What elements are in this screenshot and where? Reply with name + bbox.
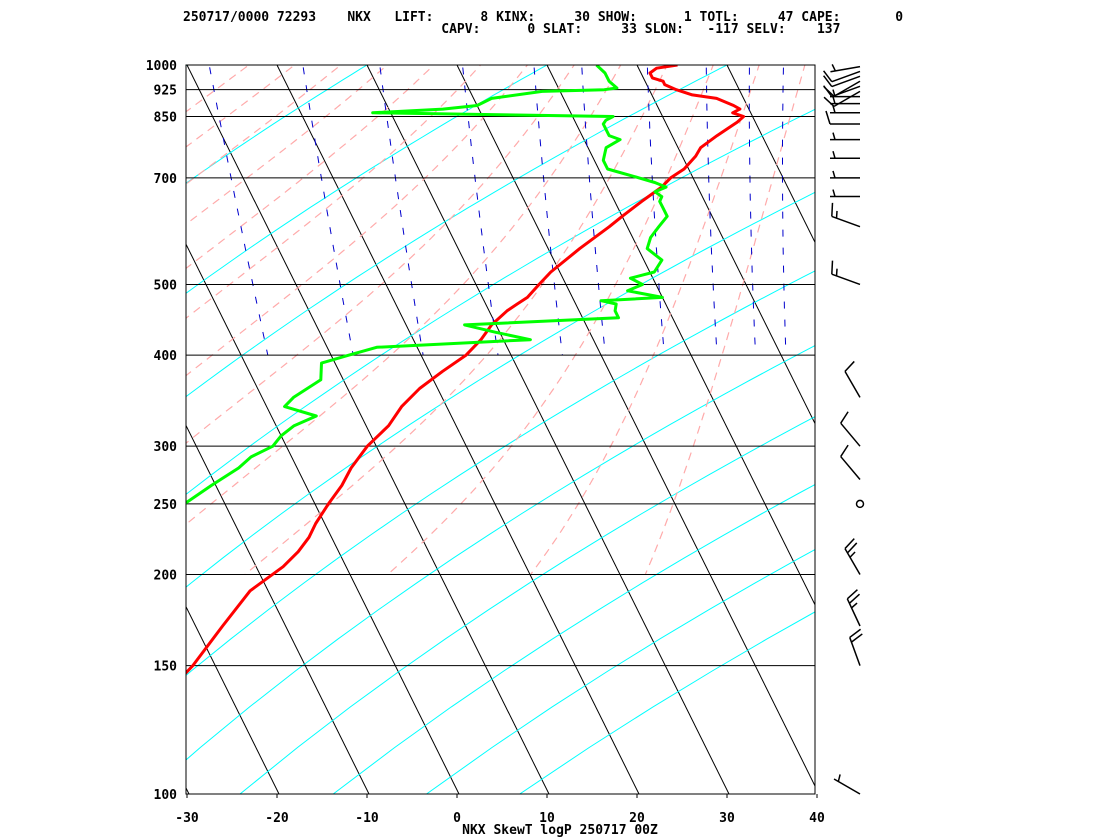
footer-label: NKX SkewT logP 250717 00Z [462, 823, 658, 838]
wind-barb [830, 96, 860, 105]
isotherm-line [186, 243, 460, 794]
dry-adiabat-line [186, 65, 729, 398]
dry-adiabat-line [332, 484, 815, 794]
mixing-ratio-line [379, 65, 424, 356]
temperature-tick-label: -10 [355, 811, 379, 826]
moist-adiabat-line [186, 65, 342, 185]
wind-barb [844, 538, 861, 575]
moist-adiabat-line [186, 65, 389, 225]
pressure-tick-label: 150 [154, 660, 178, 675]
isotherm-line [0, 65, 9, 794]
isotherm-line [817, 65, 1120, 794]
pressure-tick-label: 300 [154, 440, 178, 455]
wind-barb [823, 70, 861, 83]
pressure-tick-label: 850 [154, 110, 178, 125]
moist-adiabat-line [186, 65, 482, 319]
temperature-tick-label: 10 [539, 811, 555, 826]
temperature-tick-label: 0 [453, 811, 461, 826]
wind-barb [840, 411, 861, 447]
wind-barb [823, 75, 861, 88]
isotherm-line [726, 65, 815, 244]
temperature-tick-label: 30 [719, 811, 735, 826]
wind-barb [849, 628, 863, 666]
temperature-tick-label: 20 [629, 811, 645, 826]
isotherm-line [366, 65, 730, 794]
temperature-tick-label: -20 [265, 811, 289, 826]
isotherm-line [186, 605, 280, 794]
mixing-ratio-line [533, 65, 563, 356]
mixing-ratio-line [782, 65, 787, 356]
profiles [186, 65, 746, 675]
wind-barb [844, 360, 861, 398]
isotherm-line [636, 65, 815, 425]
wind-barb [830, 189, 860, 198]
axes: -30 -20 -10 0 10 20 30 40 [175, 794, 825, 826]
dry-adiabat-line [186, 191, 815, 588]
wind-barb [830, 64, 861, 73]
isotherm-line [186, 65, 550, 794]
wind-barb [831, 202, 861, 228]
dry-adiabat-line [186, 345, 815, 761]
dry-adiabat-line [186, 65, 368, 184]
moist-adiabat-line [186, 65, 435, 270]
temperature-profile [186, 65, 746, 675]
temperature-tick-label: -30 [175, 811, 199, 826]
moist-adiabat-line [186, 65, 529, 377]
wind-barb [840, 444, 861, 481]
pressure-tick-label: 1000 [146, 59, 177, 74]
isotherm-line [456, 65, 815, 788]
wind-barb [846, 589, 861, 627]
header-line-2: CAPV: 0 SLAT: 33 SLON: -117 SELV: 137 [183, 22, 841, 37]
mixing-ratio-line [208, 65, 269, 356]
wind-barb [830, 105, 860, 114]
wind-barb [823, 85, 861, 98]
background-lines [0, 65, 1120, 794]
wind-barb [825, 110, 860, 125]
moist-adiabat-line [186, 65, 622, 526]
dry-adiabat-line [426, 548, 815, 794]
wind-barb [830, 170, 860, 179]
dry-adiabat-line [239, 416, 815, 794]
pressure-tick-label: 100 [154, 788, 178, 803]
pressure-tick-label: 700 [154, 172, 178, 187]
isotherm-line [186, 424, 370, 794]
dry-adiabat-line [186, 65, 188, 67]
moist-adiabat-line [644, 65, 806, 575]
wind-barb [830, 150, 860, 159]
pressure-tick-label: 250 [154, 498, 178, 513]
header-line-1: 250717/0000 72293 NKX LIFT: 8 KINX: 30 S… [183, 10, 904, 25]
pressure-tick-label: 500 [154, 278, 178, 293]
isobars: 1000 925 850 700 500 400 300 250 200 150 100 [146, 59, 815, 803]
dry-adiabat-line [519, 611, 815, 794]
moist-adiabat-line [530, 65, 760, 575]
pressure-tick-label: 400 [154, 349, 178, 364]
dewpoint-profile [186, 65, 669, 505]
isotherm-line [546, 65, 815, 606]
isotherm-line [0, 65, 99, 794]
temperature-tick-label: 40 [809, 811, 825, 826]
mixing-ratio-line [814, 173, 815, 287]
moist-adiabat-line [186, 65, 296, 148]
pressure-tick-label: 925 [154, 84, 177, 99]
wind-barb [831, 260, 861, 286]
pressure-tick-label: 200 [154, 569, 178, 584]
wind-barb [833, 774, 861, 795]
isotherm-line [276, 65, 640, 794]
wind-barb [830, 89, 860, 98]
moist-adiabat-line [244, 65, 668, 575]
wind-barb [830, 132, 860, 141]
dry-adiabat-line [186, 108, 815, 495]
plot-frame [185, 64, 816, 795]
wind-barb [855, 499, 865, 509]
dry-adiabat-line [186, 270, 815, 677]
wind-barbs [823, 64, 865, 795]
mixing-ratio-line [748, 65, 757, 356]
dry-adiabat-line [186, 65, 548, 294]
moist-adiabat-line [186, 65, 250, 113]
